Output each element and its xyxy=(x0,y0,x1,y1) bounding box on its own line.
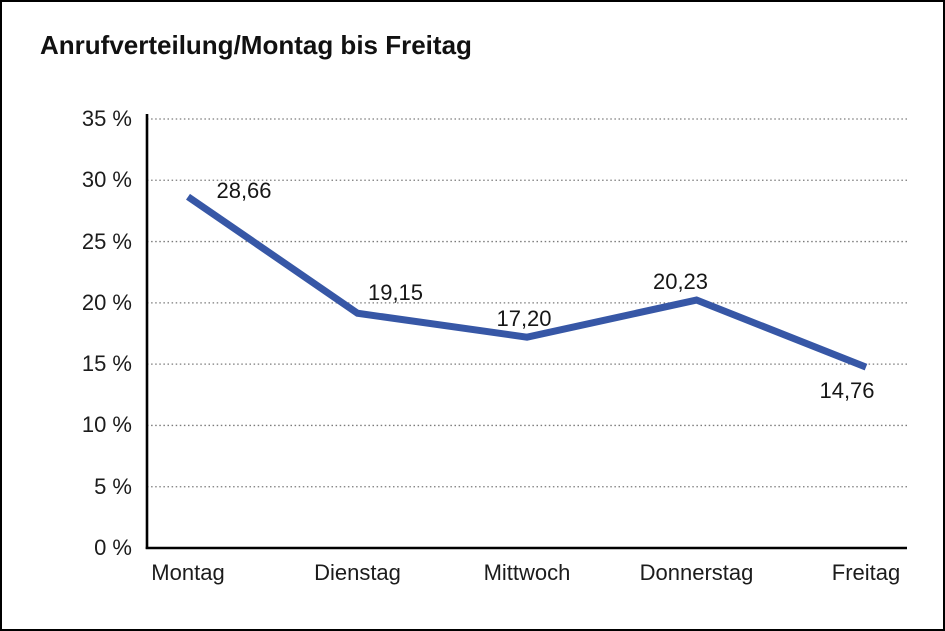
x-category-label: Mittwoch xyxy=(483,560,571,585)
y-tick-label: 0 % xyxy=(94,535,132,560)
point-value-label: 14,76 xyxy=(819,378,875,404)
y-tick-label: 10 % xyxy=(81,412,132,438)
x-category-label: Freitag xyxy=(831,560,901,585)
y-tick-label: 35 % xyxy=(81,106,132,131)
data-line xyxy=(186,193,868,371)
x-category-label: Dienstag xyxy=(314,560,401,585)
point-value-label: 19,15 xyxy=(367,280,424,306)
x-category-label: Donnerstag xyxy=(639,560,754,585)
y-tick-label: 20 % xyxy=(81,289,132,315)
chart-title: Anrufverteilung/Montag bis Freitag xyxy=(40,30,472,60)
y-tick-label: 25 % xyxy=(81,228,132,254)
y-tick-label: 15 % xyxy=(81,351,132,377)
x-category-label: Montag xyxy=(151,560,225,585)
point-value-label: 17,20 xyxy=(496,306,552,332)
point-value-label: 20,23 xyxy=(652,269,709,295)
y-tick-label: 5 % xyxy=(94,473,132,499)
point-value-label: 28,66 xyxy=(216,177,272,203)
y-tick-label: 30 % xyxy=(81,167,132,193)
